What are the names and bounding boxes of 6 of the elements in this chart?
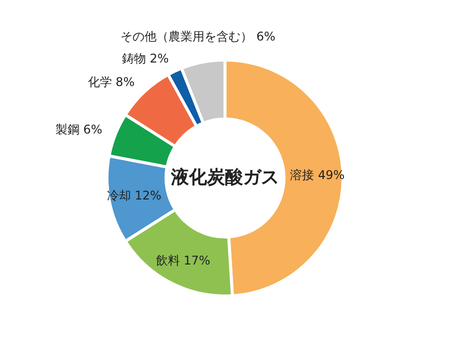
slice-label: 化学 8%	[88, 74, 135, 89]
slice-label: 飲料 17%	[156, 253, 210, 268]
text: 液化炭酸ガス	[170, 167, 279, 188]
slice-label: 製鋼 6%	[55, 122, 102, 136]
slice-label: その他（農業用を含む） 6%	[120, 30, 276, 44]
slice-label: 鋳物 2%	[122, 52, 169, 66]
